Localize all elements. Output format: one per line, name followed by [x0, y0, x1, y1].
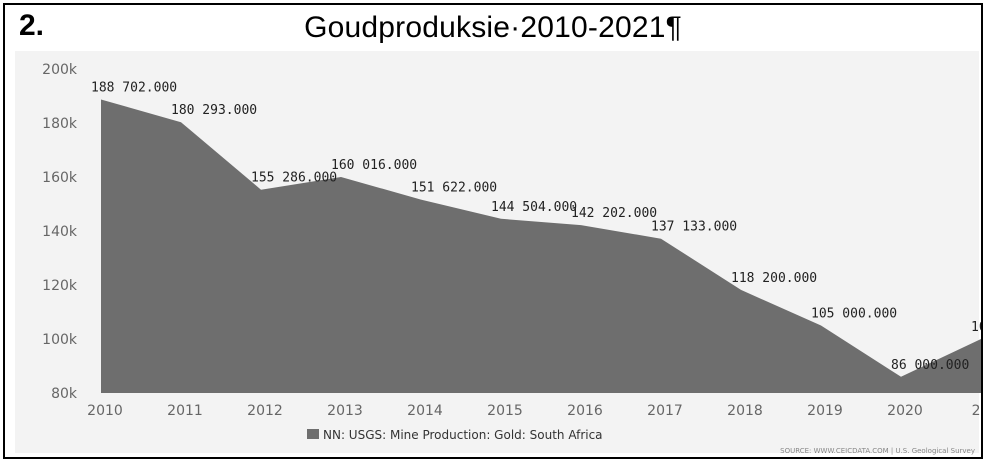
y-tick-label: 180k: [42, 116, 78, 132]
x-tick-label: 2011: [167, 403, 203, 419]
chart-title: Goudproduksie·2010-2021¶: [304, 11, 682, 44]
source-note: SOURCE: WWW.CEICDATA.COM | U.S. Geologic…: [780, 447, 975, 455]
data-label: 137 133.000: [651, 220, 737, 235]
x-tick-label: 2012: [247, 403, 283, 419]
x-tick-label: 2017: [647, 403, 683, 419]
legend-swatch: [307, 429, 319, 439]
x-tick-label: 2010: [87, 403, 123, 419]
x-tick-label: 2013: [327, 403, 363, 419]
data-label: 105 000.000: [811, 307, 897, 322]
series-area: [101, 99, 981, 393]
legend-label: NN: USGS: Mine Production: Gold: South A…: [323, 428, 603, 442]
y-tick-label: 100k: [42, 332, 78, 348]
data-label: 86 000.000: [891, 358, 969, 373]
data-label: 118 200.000: [731, 271, 817, 286]
y-tick-label: 200k: [42, 62, 78, 78]
data-label: 160 016.000: [331, 158, 417, 173]
data-label: 188 702.000: [91, 81, 177, 96]
data-label: 144 504.000: [491, 200, 577, 215]
data-label: 100 000.000: [971, 320, 981, 335]
data-label: 180 293.000: [171, 103, 257, 118]
data-label: 142 202.000: [571, 206, 657, 221]
question-number: 2.: [19, 9, 45, 42]
figure-frame: 2. Goudproduksie·2010-2021¶ 80k 100k 120k 1…: [3, 3, 983, 459]
x-tick-label: 2016: [567, 403, 603, 419]
x-tick-label: 2015: [487, 403, 523, 419]
y-tick-label: 140k: [42, 224, 78, 240]
y-tick-label: 80k: [51, 386, 78, 402]
y-tick-label: 120k: [42, 278, 78, 294]
x-tick-label: 2014: [407, 403, 443, 419]
area-chart: 80k 100k 120k 140k 160k 180k 200k 2010 2011 2012 2…: [42, 62, 981, 455]
y-tick-label: 160k: [42, 170, 78, 186]
x-tick-label: 2019: [807, 403, 843, 419]
data-label: 151 622.000: [411, 181, 497, 196]
x-tick-label: 2020: [887, 403, 923, 419]
x-tick-label: 202: [972, 403, 981, 419]
x-tick-label: 2018: [727, 403, 763, 419]
data-label: 155 286.000: [251, 171, 337, 186]
